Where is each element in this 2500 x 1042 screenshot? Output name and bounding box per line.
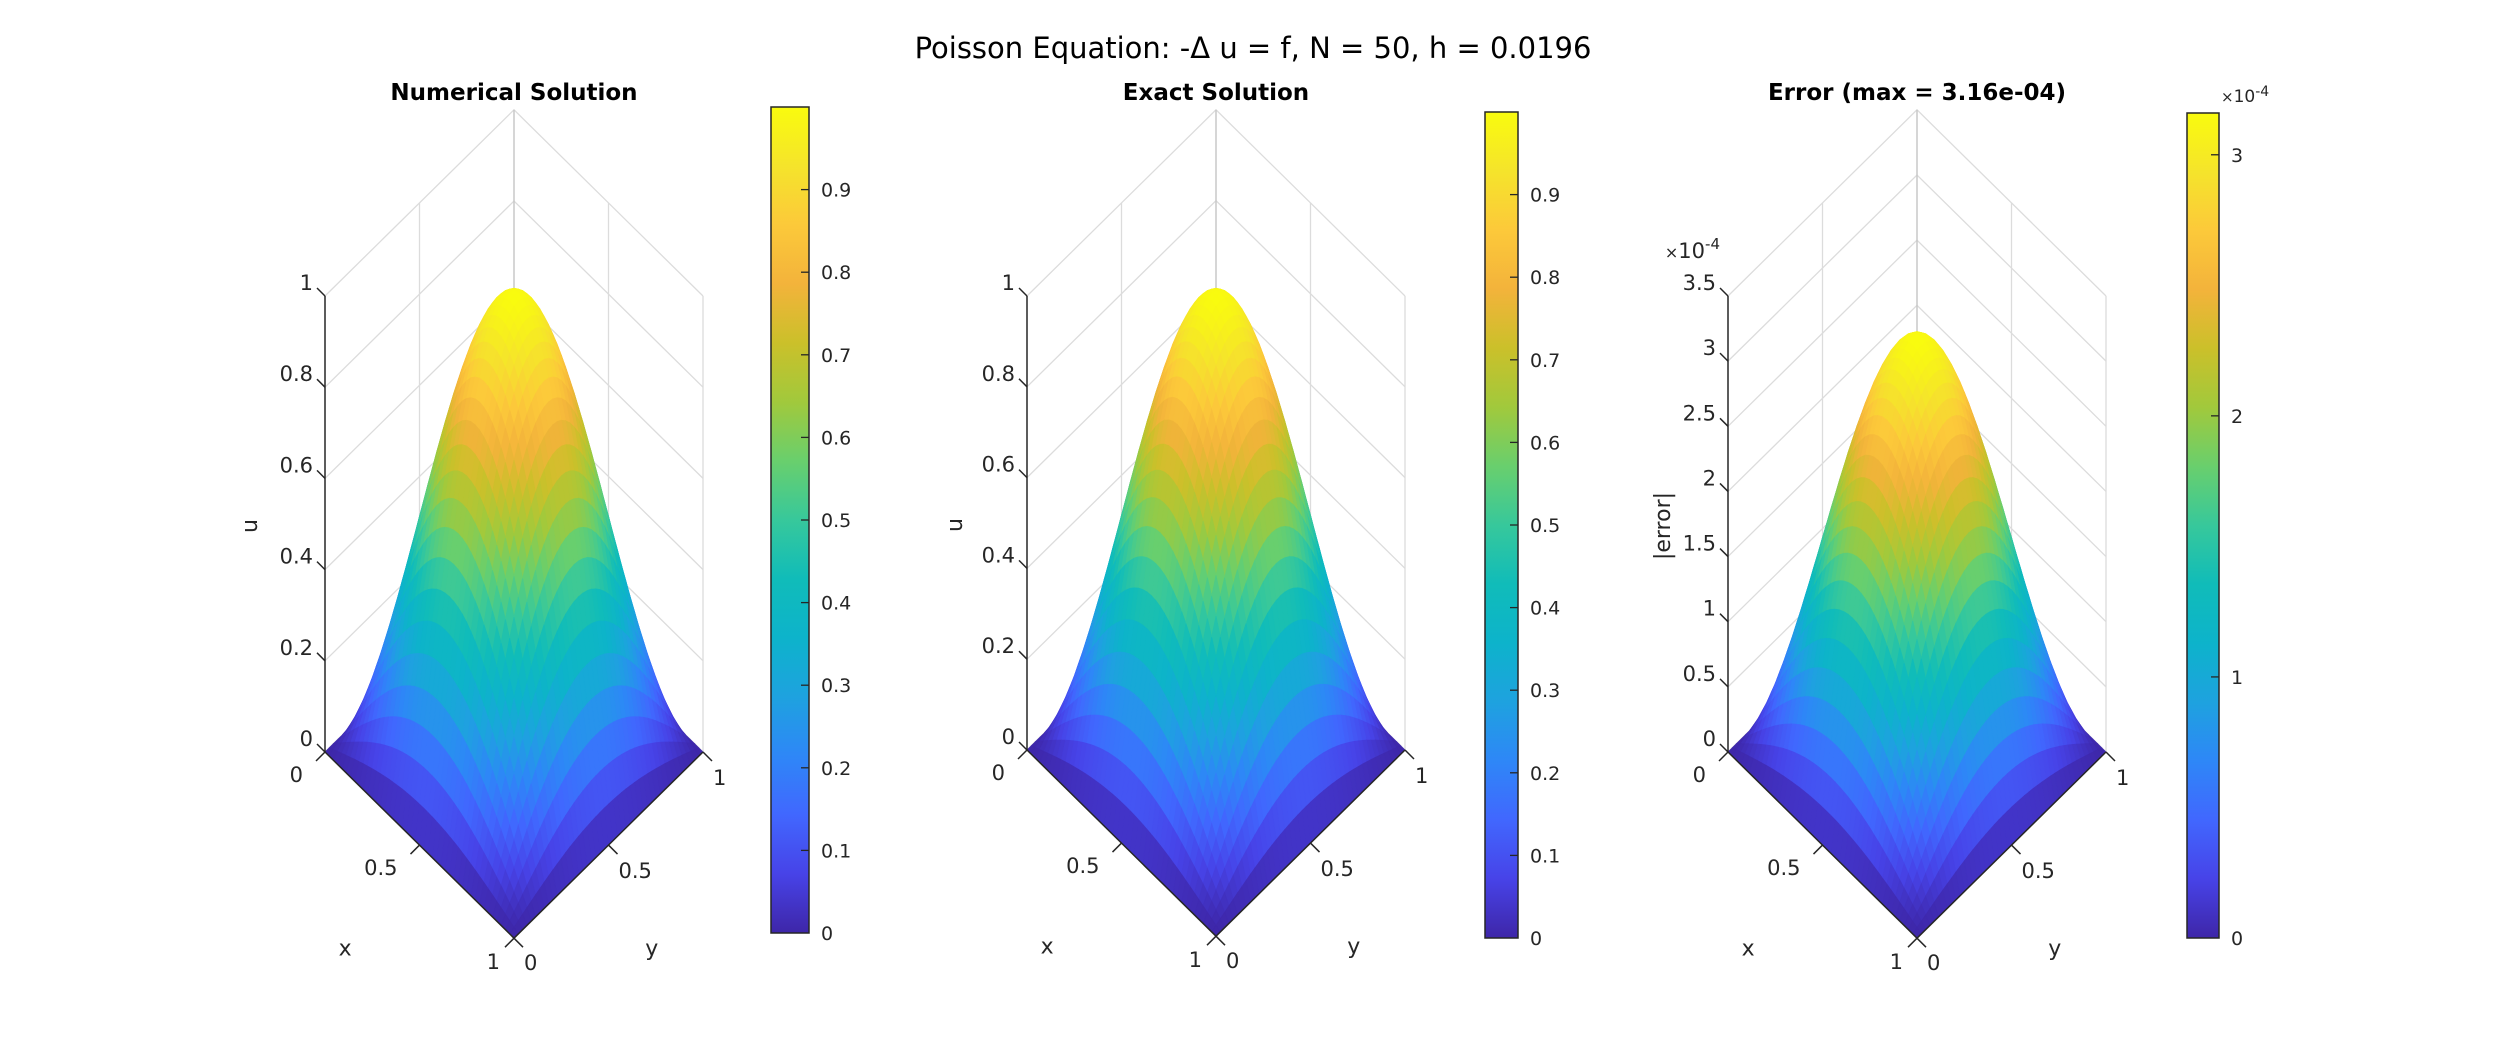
- surface-plot: [1026, 287, 1406, 937]
- surface-plot: [324, 287, 704, 939]
- z-tick-label: 2.5: [1683, 401, 1716, 425]
- z-tick-label: 0.6: [982, 453, 1015, 477]
- x-tick-label: 0: [1693, 763, 1706, 787]
- z-tick-label: 3: [1703, 336, 1716, 360]
- colorbar-tick-label: 0.3: [1530, 680, 1560, 702]
- colorbar-tick-label: 0.4: [821, 593, 851, 615]
- colorbar-tick-label: 0.6: [821, 427, 851, 449]
- z-tick-label: 1: [1002, 271, 1015, 295]
- y-tick-label: 0.5: [1321, 857, 1354, 881]
- z-tick-label: 0.8: [982, 362, 1015, 386]
- colorbar-tick-label: 0: [1530, 928, 1542, 950]
- colorbar-tick-label: 0.4: [1530, 598, 1560, 620]
- x-axis: 0 0.5 1 x: [290, 751, 515, 974]
- z-tick-label: 0.4: [982, 543, 1015, 567]
- x-tick-label: 0.5: [1066, 854, 1099, 878]
- y-axis: 0 0.5 1 y: [1916, 751, 2129, 975]
- y-tick-label: 1: [1415, 764, 1428, 788]
- colorbar-tick-label: 0.6: [1530, 432, 1560, 454]
- y-tick-label: 0.5: [619, 859, 652, 883]
- panel-title: Exact Solution: [1123, 80, 1309, 106]
- colorbar-tick-label: 0.5: [821, 510, 851, 532]
- y-tick-label: 1: [2116, 766, 2129, 790]
- x-tick-label: 1: [1890, 950, 1903, 974]
- z-axis: 0 0.2 0.4 0.6 0.8 1 u: [238, 271, 326, 753]
- z-tick-label: 0.2: [280, 636, 313, 660]
- z-tick-label: 2: [1703, 466, 1716, 490]
- colorbar-tick-label: 0: [2231, 928, 2243, 950]
- x-axis-label: x: [339, 936, 352, 961]
- colorbar: 0 0.1 0.2 0.3 0.4 0.5 0.6 0.7 0.8 0.9: [770, 106, 851, 945]
- z-tick-label: 0.5: [1683, 662, 1716, 686]
- colorbar-tick-label: 0.9: [821, 180, 851, 202]
- colorbar-exponent-label: ×10-4: [2221, 84, 2269, 107]
- colorbar-tick-label: 0.7: [1530, 350, 1560, 372]
- y-tick-label: 0: [1226, 949, 1239, 973]
- z-tick-label: 1: [300, 271, 313, 295]
- colorbar-tick-label: 0.1: [1530, 845, 1560, 867]
- panel-title: Error (max = 3.16e-04): [1768, 80, 2066, 106]
- panel-exact-solution: Exact Solution 0 0.2 0.4 0.6 0.8 1 u 0 0.5 1 x 0 0.5 1…: [943, 80, 1560, 973]
- x-tick-label: 0: [290, 763, 303, 787]
- x-axis: 0 0.5 1 x: [992, 749, 1217, 972]
- z-tick-label: 1.5: [1683, 532, 1716, 556]
- x-tick-label: 0.5: [1767, 856, 1800, 880]
- colorbar-tick-label: 0.8: [1530, 267, 1560, 289]
- y-axis-label: y: [2048, 936, 2061, 961]
- colorbar-tick-label: 0.5: [1530, 515, 1560, 537]
- z-tick-label: 0.2: [982, 634, 1015, 658]
- y-axis-label: y: [1347, 934, 1360, 959]
- z-exponent-label: ×10-4: [1665, 235, 1720, 263]
- colorbar: 0 0.1 0.2 0.3 0.4 0.5 0.6 0.7 0.8 0.9: [1484, 111, 1560, 950]
- colorbar-tick-label: 0.3: [821, 675, 851, 697]
- panel-title: Numerical Solution: [390, 80, 637, 106]
- x-axis: 0 0.5 1 x: [1693, 751, 1918, 974]
- z-tick-label: 0.6: [280, 453, 313, 477]
- z-tick-label: 0.4: [280, 545, 313, 569]
- panel-error: Error (max = 3.16e-04) 0 0.5 1 1.5 2 2.5 3 3.5 ×1…: [1651, 80, 2269, 975]
- y-tick-label: 0: [524, 951, 537, 975]
- z-axis-label: u: [943, 518, 968, 532]
- colorbar-tick-label: 0.2: [1530, 763, 1560, 785]
- colorbar-tick-label: 0: [821, 923, 833, 945]
- colorbar: 0 1 2 3 ×10-4: [2186, 84, 2269, 950]
- panel-numerical-solution: Numerical Solution00.20.40.60.81u00.51x0…: [238, 80, 851, 975]
- colorbar-tick-label: 0.8: [821, 262, 851, 284]
- z-tick-label: 1: [1703, 597, 1716, 621]
- y-axis: 0 0.5 1 y: [513, 751, 726, 975]
- colorbar-tick-label: 0.9: [1530, 185, 1560, 207]
- y-tick-label: 0.5: [2022, 859, 2055, 883]
- z-axis-label: u: [238, 519, 263, 533]
- colorbar-tick-label: 0.7: [821, 345, 851, 367]
- figure-suptitle: Poisson Equation: -Δ u = f, N = 50, h = …: [915, 31, 1592, 65]
- x-tick-label: 1: [1189, 948, 1202, 972]
- z-tick-label: 0: [1703, 727, 1716, 751]
- z-axis-label: |error|: [1651, 492, 1676, 560]
- z-axis: 0 0.5 1 1.5 2 2.5 3 3.5 ×10-4 |error|: [1651, 235, 1729, 753]
- x-tick-label: 1: [487, 950, 500, 974]
- x-axis-label: x: [1041, 934, 1054, 959]
- colorbar-tick-label: 0.2: [821, 758, 851, 780]
- z-axis: 0 0.2 0.4 0.6 0.8 1 u: [943, 271, 1028, 751]
- colorbar-tick-label: 1: [2231, 667, 2243, 689]
- x-tick-label: 0: [992, 761, 1005, 785]
- z-tick-label: 0: [300, 727, 313, 751]
- surface-plot: [1727, 331, 2107, 939]
- y-tick-label: 1: [713, 766, 726, 790]
- colorbar-tick-label: 0.1: [821, 840, 851, 862]
- colorbar-tick-label: 3: [2231, 145, 2243, 167]
- x-tick-label: 0.5: [364, 856, 397, 880]
- y-tick-label: 0: [1927, 951, 1940, 975]
- z-tick-label: 0: [1002, 725, 1015, 749]
- y-axis-label: y: [645, 936, 658, 961]
- y-axis: 0 0.5 1 y: [1215, 749, 1428, 973]
- z-tick-label: 3.5: [1683, 271, 1716, 295]
- colorbar-tick-label: 2: [2231, 406, 2243, 428]
- z-tick-label: 0.8: [280, 362, 313, 386]
- x-axis-label: x: [1742, 936, 1755, 961]
